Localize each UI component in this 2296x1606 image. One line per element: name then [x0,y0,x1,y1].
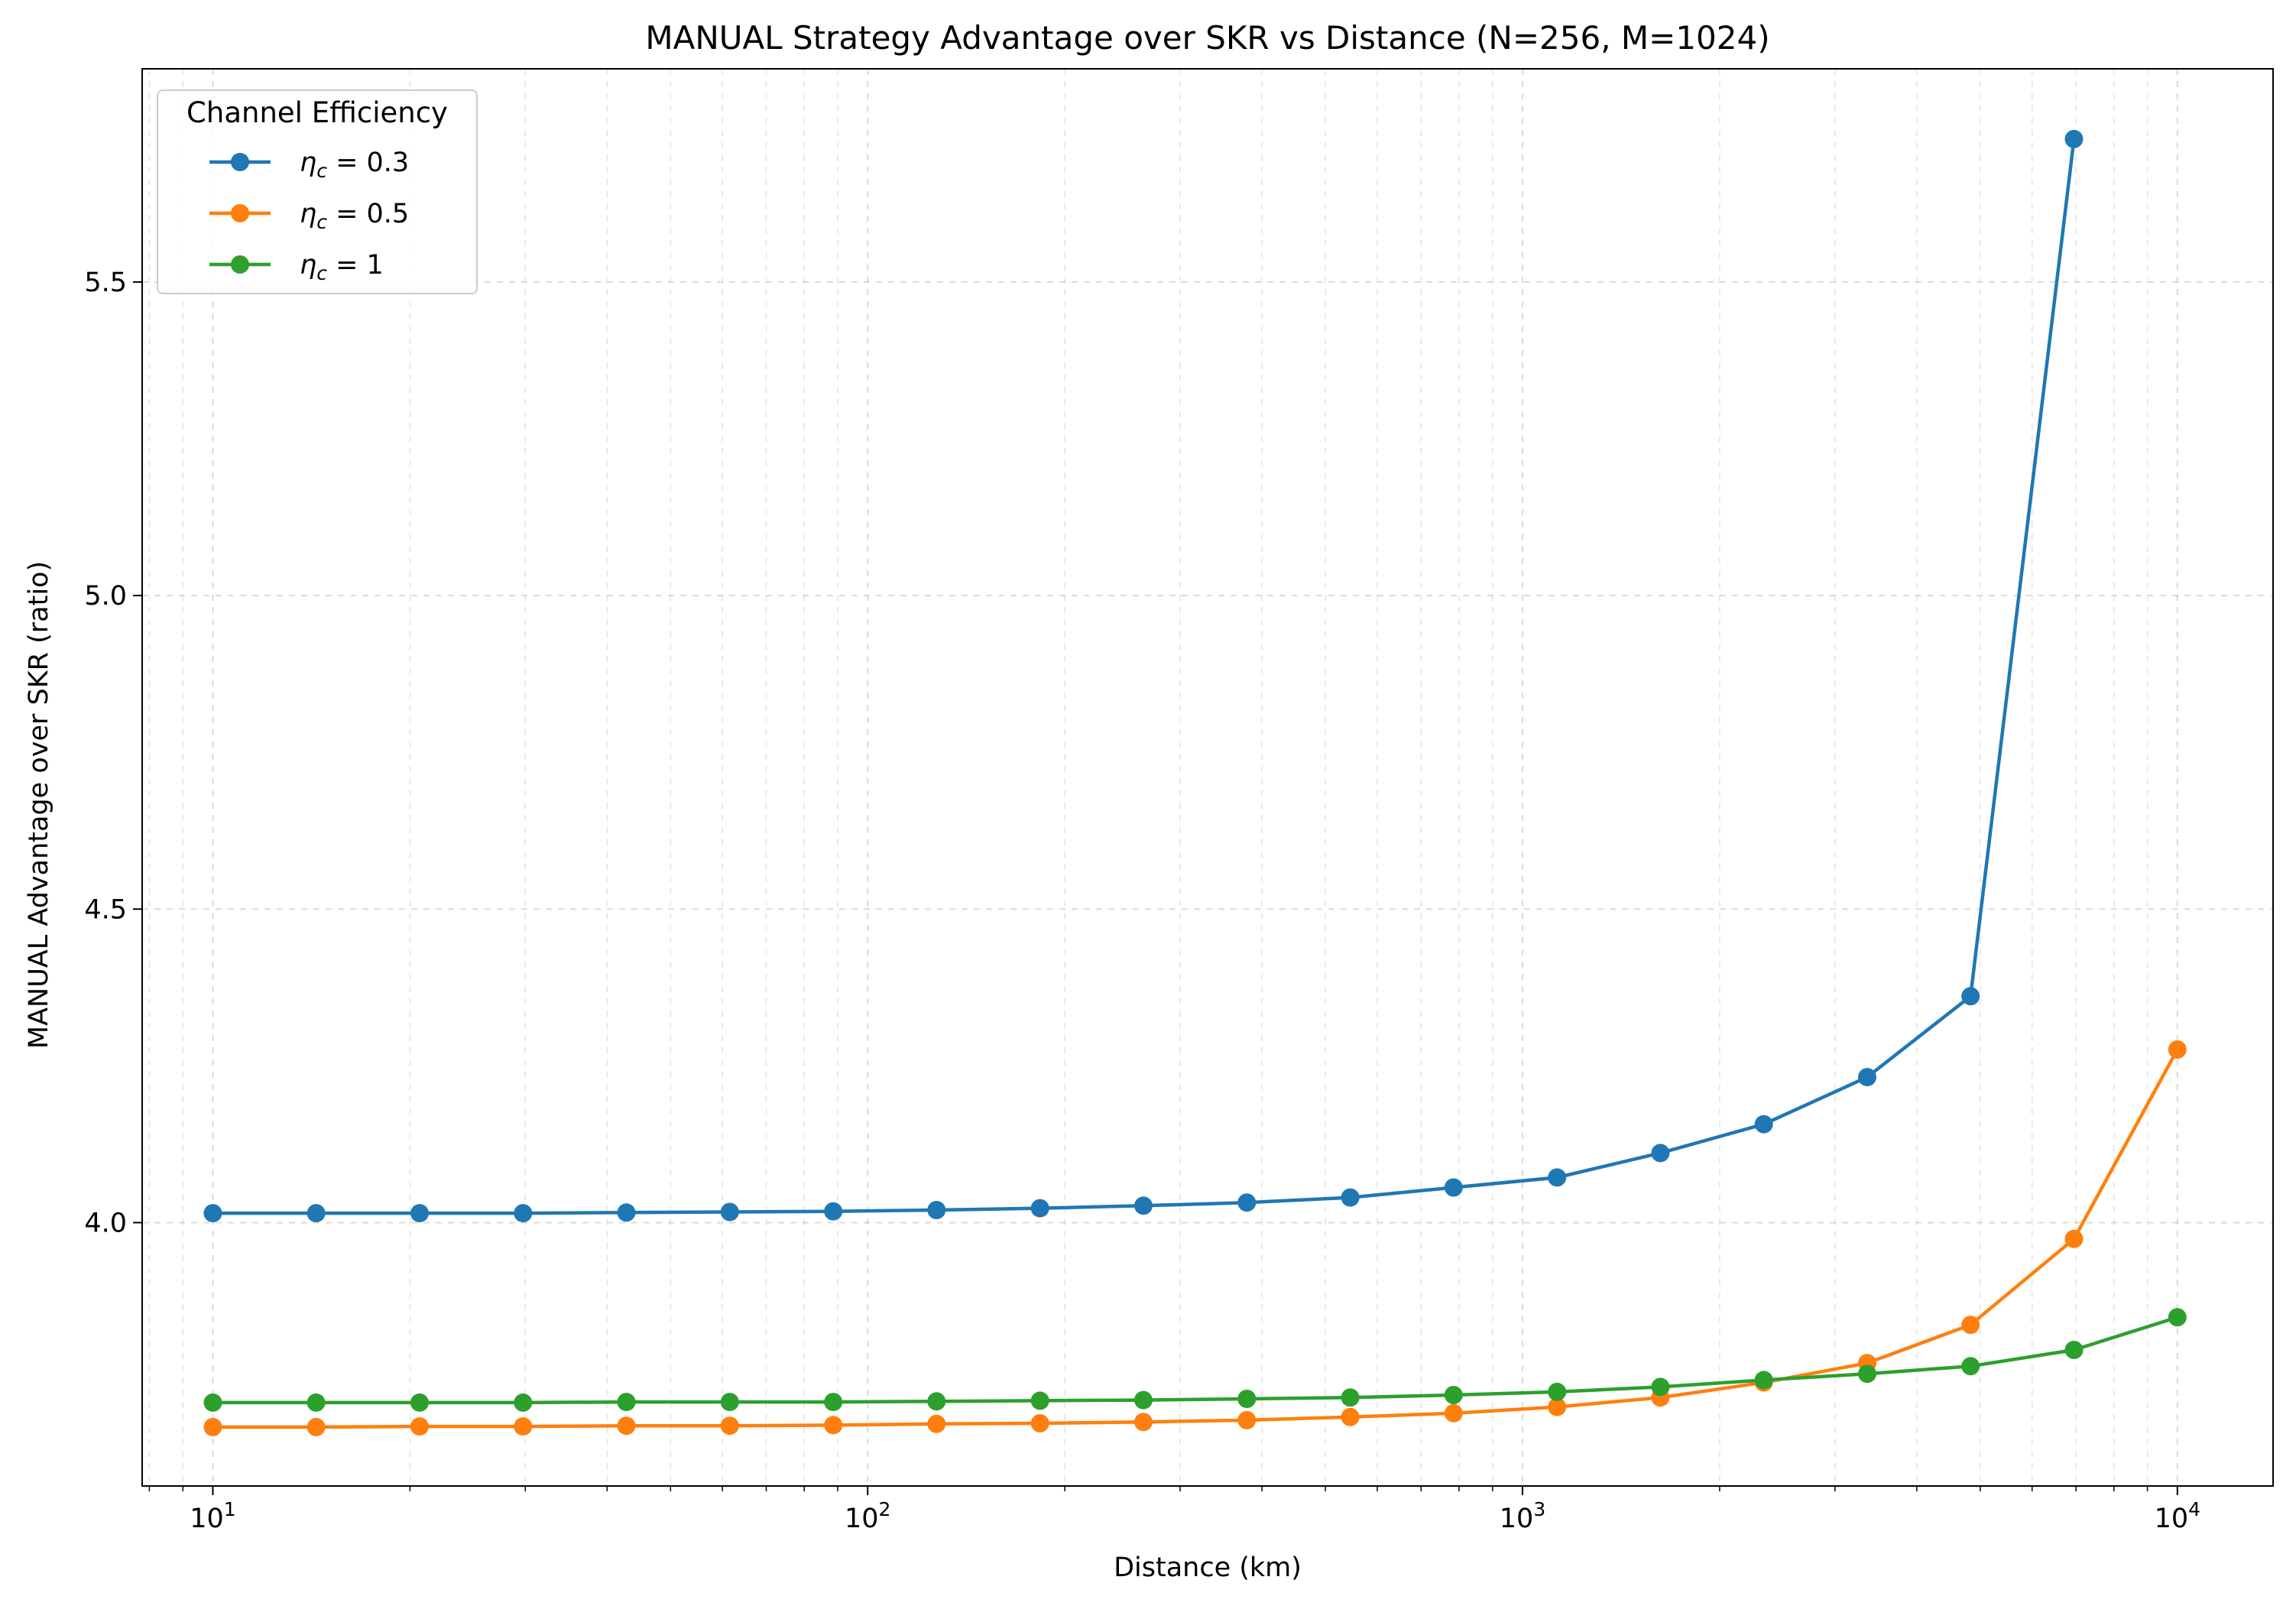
data-point [617,1416,636,1436]
data-point [1030,1199,1049,1218]
data-point [2168,1308,2187,1327]
data-point [1548,1382,1567,1401]
series-lines [203,129,2187,1436]
data-point [1444,1178,1463,1197]
data-point [2064,129,2084,148]
legend-box [157,89,478,294]
data-point [306,1204,326,1223]
data-point [1237,1410,1257,1429]
y-tick-label: 4.0 [84,1208,127,1238]
chart-title: MANUAL Strategy Advantage over SKR vs Di… [645,19,1769,57]
data-point [1961,1357,1980,1376]
data-point [824,1393,843,1412]
data-point [1030,1414,1049,1432]
data-point [720,1393,739,1412]
data-point [2064,1341,2084,1359]
legend-marker-0 [231,153,249,171]
data-point [1341,1407,1360,1426]
data-point [1341,1188,1360,1207]
data-point [203,1417,222,1436]
data-point [824,1416,843,1435]
data-point [1444,1386,1463,1404]
data-point [1858,1364,1876,1384]
axis-ticks: 101 102 103 104 4.0 4.5 5.0 5.5 [84,268,2200,1534]
data-point [1134,1390,1153,1410]
data-point [1651,1377,1670,1397]
data-point [2064,1229,2084,1248]
plot-frame [141,68,2274,1487]
legend-label-2: ηc = 1 [300,250,384,284]
data-point [1754,1371,1773,1390]
data-point [720,1416,739,1436]
data-point [306,1393,326,1412]
data-point [1341,1388,1360,1407]
x-tick-label: 101 [190,1498,235,1534]
legend-marker-2 [231,255,249,274]
plot-area: 101 102 103 104 4.0 4.5 5.0 5.5 [84,68,2274,1534]
legend-title: Channel Efficiency [186,96,448,129]
data-point [410,1417,429,1436]
data-point [203,1204,222,1223]
data-point [203,1393,222,1412]
grid-lines [142,69,2273,1486]
data-point [824,1202,843,1221]
data-point [514,1204,533,1223]
data-point [514,1417,533,1436]
y-tick-label: 5.0 [84,581,127,612]
data-point [617,1203,636,1222]
data-point [1548,1168,1567,1187]
data-point [927,1392,946,1411]
series-line-1 [212,1048,2179,1429]
data-point [514,1393,533,1412]
legend: Channel Efficiency ηc = 0.3ηc = 0.5ηc = … [157,89,478,294]
legend-label-1: ηc = 0.5 [300,199,409,233]
legend-label-0: ηc = 0.3 [300,148,409,182]
data-point [1754,1114,1773,1134]
y-tick-label: 4.5 [84,894,127,925]
legend-entries: ηc = 0.3 ηc = 0.5 ηc = 1 [209,148,409,284]
data-point [1961,1316,1980,1335]
data-point [1134,1413,1153,1432]
data-point [410,1393,429,1412]
data-point [2168,1040,2187,1059]
data-point [1134,1196,1153,1215]
data-point [306,1417,326,1436]
x-tick-label: 103 [1500,1498,1545,1534]
data-point [1651,1144,1670,1163]
x-tick-label: 102 [845,1498,890,1534]
series-line-2 [212,1316,2178,1405]
y-axis-label: MANUAL Advantage over SKR (ratio) [24,561,54,1049]
data-point [410,1204,429,1223]
data-point [927,1201,946,1219]
x-axis-label: Distance (km) [1114,1552,1302,1583]
data-point [1030,1391,1049,1410]
data-point [720,1202,739,1222]
data-point [1858,1068,1876,1087]
data-point [1237,1193,1257,1212]
data-point [1237,1390,1257,1408]
data-point [617,1393,636,1412]
legend-marker-1 [231,204,249,222]
data-point [1444,1403,1463,1423]
data-point [1961,987,1980,1006]
y-tick-label: 5.5 [84,268,127,298]
data-point [1548,1397,1567,1416]
x-tick-label: 104 [2155,1498,2200,1534]
data-point [927,1414,946,1433]
